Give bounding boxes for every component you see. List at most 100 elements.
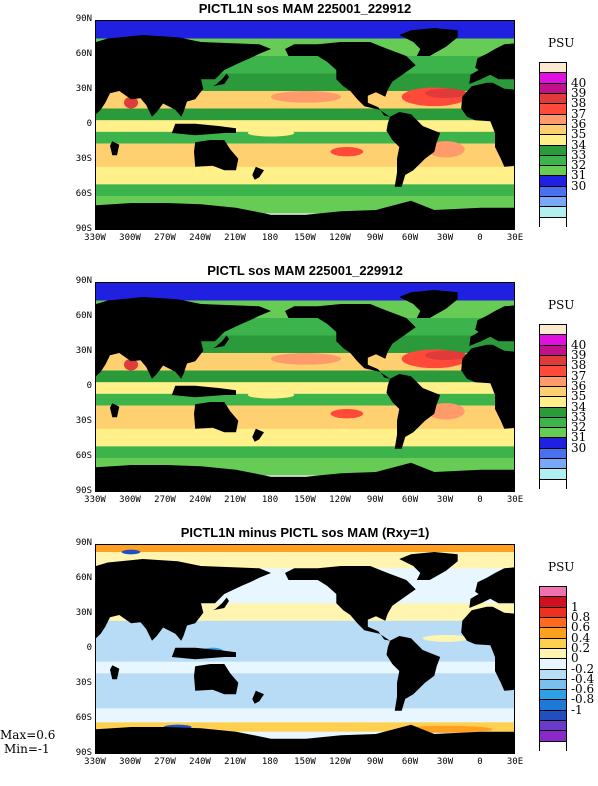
land-mass [96, 462, 514, 491]
colorbar-label: 0.6 [571, 620, 591, 635]
colorbar-label: -0.2 [571, 661, 595, 676]
colorbar [539, 586, 567, 752]
lon-tick-label: 150W [294, 495, 316, 505]
colorbar-label: 40 [571, 75, 587, 90]
land-mass [461, 606, 514, 691]
lat-tick-label: 0 [86, 381, 92, 391]
lon-tick-label: 210W [224, 757, 246, 767]
colorbar-swatch [540, 721, 566, 732]
lat-tick-label: 30N [75, 346, 92, 356]
colorbar-swatch [540, 459, 566, 470]
map-canvas [96, 283, 514, 491]
lon-tick-label: 270W [154, 757, 176, 767]
lon-tick-label: 60W [401, 495, 419, 505]
colorbar-swatch [540, 124, 566, 136]
lon-tick-label: 180 [261, 757, 279, 767]
colorbar-label: 37 [571, 106, 587, 121]
colorbar-swatch [540, 648, 566, 660]
land-mass [212, 73, 229, 87]
land-mass [285, 304, 416, 379]
field-band [96, 382, 514, 395]
colorbar-swatch [540, 469, 566, 480]
lat-tick-label: 30N [75, 84, 92, 94]
map-canvas [96, 21, 514, 229]
field-anomaly [271, 353, 341, 365]
lat-tick-label: 90S [75, 486, 92, 496]
colorbar-label: 37 [571, 368, 587, 383]
colorbar-swatch [540, 448, 566, 460]
lon-tick-label: 150W [294, 233, 316, 243]
colorbar-swatch [540, 710, 566, 722]
colorbar-swatch [540, 114, 566, 125]
colorbar-swatch [540, 217, 566, 228]
colorbar-swatch [540, 741, 566, 752]
colorbar-swatch [540, 438, 566, 449]
land-mass [469, 305, 514, 346]
lon-tick-label: 90W [366, 757, 384, 767]
colorbar-swatch [540, 669, 566, 680]
colorbar-label: 34 [571, 399, 587, 414]
colorbar-unit: PSU [548, 36, 575, 50]
land-mass [461, 82, 514, 167]
colorbar-label: 35 [571, 127, 587, 142]
colorbar-label: 38 [571, 358, 587, 373]
colorbar-label: 40 [571, 337, 587, 352]
lon-tick-label: 240W [189, 495, 211, 505]
colorbar-swatch [540, 83, 566, 94]
max-value: Max=0.6 [0, 728, 56, 742]
lat-tick-label: 30N [75, 608, 92, 618]
colorbar-label: -0.6 [571, 682, 595, 697]
land-mass [110, 665, 120, 680]
colorbar-label: 32 [571, 420, 587, 435]
colorbar-swatch [540, 587, 566, 598]
lon-tick-label: 120W [329, 757, 351, 767]
lat-tick-label: 90N [75, 276, 92, 286]
colorbar-label: 31 [571, 430, 587, 445]
colorbar-label: 30 [571, 178, 587, 193]
salinity-map-pictl1n [95, 20, 515, 230]
colorbar-swatch [540, 479, 566, 490]
land-mass [96, 200, 514, 229]
lon-tick-label: 330W [84, 757, 106, 767]
lat-tick-label: 90N [75, 14, 92, 24]
field-anomaly [247, 129, 295, 137]
land-mass [252, 166, 264, 180]
field-anomaly [422, 634, 470, 642]
lon-tick-label: 270W [154, 233, 176, 243]
colorbar-swatch [540, 690, 566, 701]
land-mass [96, 724, 514, 753]
colorbar-label: 39 [571, 85, 587, 100]
colorbar-swatch [540, 63, 566, 74]
land-mass [194, 140, 239, 171]
colorbar-label: 39 [571, 347, 587, 362]
panel-1: PICTL1N sos MAM 225001_229912 90N 60N 30N 0 3… [0, 0, 598, 262]
lat-tick-label: 60N [75, 311, 92, 321]
difference-map [95, 544, 515, 754]
lon-tick-label: 30E [506, 233, 524, 243]
colorbar-label: 38 [571, 96, 587, 111]
land-mass [399, 552, 458, 580]
lon-tick-label: 30W [436, 757, 454, 767]
colorbar-swatch [540, 628, 566, 639]
lat-tick-label: 90N [75, 538, 92, 548]
lon-tick-label: 0 [477, 495, 483, 505]
colorbar-label: 36 [571, 116, 587, 131]
colorbar-swatch [540, 155, 566, 167]
lon-tick-label: 30E [506, 495, 524, 505]
field-band [96, 120, 514, 133]
land-mass [212, 335, 229, 349]
field-anomaly [330, 147, 364, 157]
field-band [96, 108, 514, 121]
field-band [96, 722, 514, 733]
lon-tick-label: 270W [154, 495, 176, 505]
panel-title: PICTL sos MAM 225001_229912 [207, 263, 403, 278]
field-band [96, 428, 514, 447]
colorbar-swatch [540, 607, 566, 618]
colorbar-swatch [540, 731, 566, 742]
land-mass [252, 690, 264, 704]
lon-tick-label: 180 [261, 233, 279, 243]
lat-tick-label: 30S [75, 416, 92, 426]
panel-title: PICTL1N sos MAM 225001_229912 [198, 1, 412, 16]
colorbar-swatch [540, 104, 566, 115]
colorbar-swatch [540, 638, 566, 649]
